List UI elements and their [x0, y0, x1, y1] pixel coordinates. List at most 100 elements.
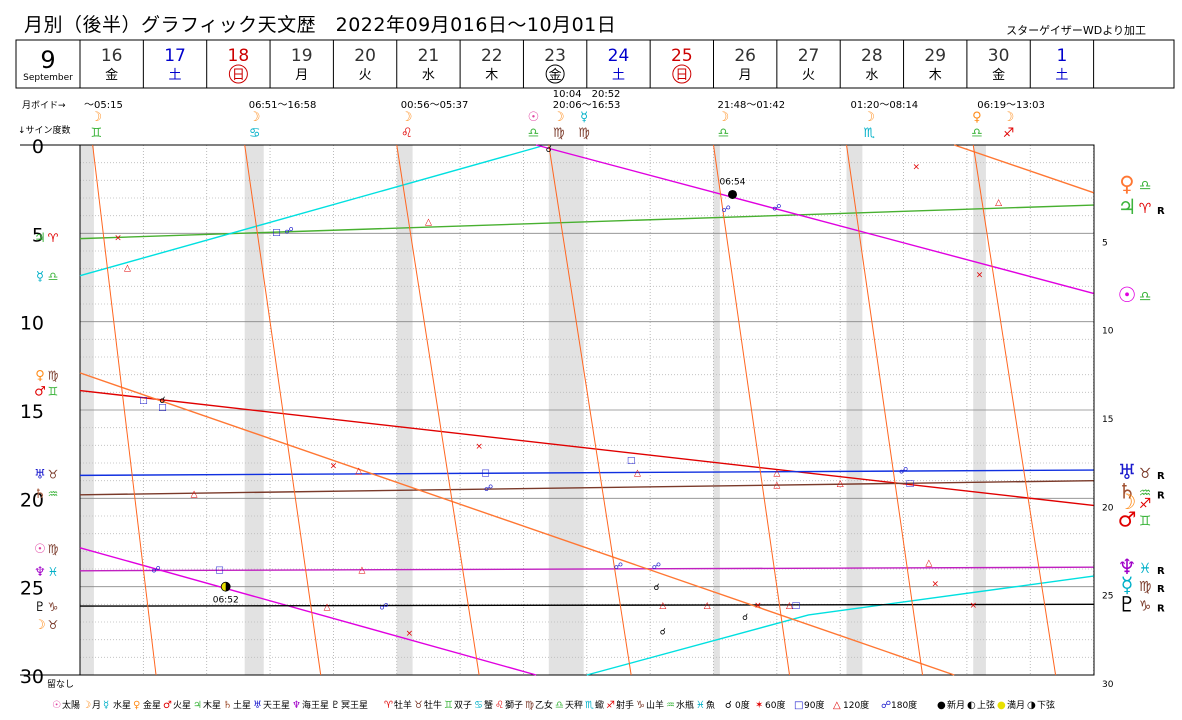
day-date: 29: [924, 46, 946, 66]
aspect-sextile: ×: [969, 601, 977, 611]
ingress-planet: ☽: [553, 110, 565, 125]
jupiter-line: [79, 204, 1094, 240]
legend-label: 木星: [203, 699, 221, 711]
right-planet-marker: ☉: [1118, 283, 1137, 307]
aspect-conjunction: ☌: [742, 613, 748, 623]
void-row-label: 月ボイド→: [22, 100, 66, 111]
aspect-sextile: ×: [912, 163, 920, 173]
y-tick-label-left: 0: [32, 136, 44, 158]
ingress-planet: ☉: [528, 110, 540, 125]
legend-label: 太陽: [62, 699, 80, 711]
legend-label: 180度: [891, 699, 917, 711]
legend-glyph: ♋: [474, 700, 483, 711]
day-date: 20: [354, 46, 376, 66]
right-planet-marker: ♆: [1118, 555, 1137, 579]
aspect-sextile: ×: [976, 270, 984, 280]
aspect-trine: △: [191, 490, 198, 500]
void-time: ～05:15: [84, 100, 123, 111]
legend-label: 魚: [706, 699, 715, 711]
holiday-circle: [228, 64, 248, 84]
aspect-square: □: [906, 479, 915, 489]
legend-label: 新月: [947, 699, 965, 711]
retrograde-mark: R: [1157, 566, 1165, 577]
aspect-opposition: ☍: [151, 566, 160, 576]
legend-label: 蟹: [484, 699, 493, 711]
pluto-line: [79, 603, 1094, 607]
legend-label: 射手: [616, 699, 634, 711]
left-planet-marker: ♅: [34, 468, 46, 483]
y-tick-label-right: 10: [1102, 327, 1114, 337]
y-tick-label-left: 10: [20, 313, 44, 335]
aspect-conjunction: ☌: [653, 583, 659, 593]
retrograde-mark: R: [1157, 603, 1165, 614]
legend-label: 双子: [454, 700, 472, 711]
left-planet-marker: ♀: [35, 369, 45, 384]
aspect-opposition: ☍: [380, 603, 389, 613]
legend-label: 下弦: [1037, 699, 1055, 711]
day-weekday: 水: [865, 68, 878, 83]
ingress-sign: ♍: [578, 126, 590, 141]
retrograde-mark: R: [1157, 471, 1165, 482]
date-header: 9September16金17土18日19月20火21水22木23金24土25日…: [15, 39, 1175, 89]
day-date: 26: [734, 46, 756, 66]
y-tick-label-left: 5: [32, 224, 44, 246]
ingress-planet: ♀: [972, 110, 982, 125]
legend-glyph: ♇: [331, 700, 340, 711]
legend-glyph: ♑: [636, 700, 645, 711]
legend-glyph: ♂: [163, 700, 172, 711]
right-planet-marker: ♄: [1118, 479, 1137, 503]
right-planet-marker: ☽: [1118, 490, 1137, 514]
right-sign-marker: ♍: [1139, 579, 1152, 595]
legend-glyph: ♏: [585, 700, 594, 711]
void-time: 06:51～16:58: [249, 100, 317, 111]
aspect-square: □: [481, 468, 490, 478]
ingress-sign: ♎: [718, 126, 730, 141]
day-date: 1: [1057, 46, 1068, 66]
legend-glyph: ♃: [193, 700, 202, 711]
venus-line: [954, 144, 1094, 194]
legend-glyph: ♊: [444, 700, 453, 711]
day-date: 18: [228, 46, 250, 66]
right-planet-marker: ♃: [1118, 195, 1137, 219]
legend-glyph: ☍: [881, 700, 891, 711]
mercury-line: [79, 145, 543, 277]
y-tick-label-right: 5: [1102, 238, 1108, 248]
right-sign-marker: ♑: [1139, 598, 1152, 614]
last-quarter-time: 06:52: [213, 596, 239, 606]
void-time: 20:06～16:53: [553, 100, 621, 111]
y-tick-label-left: 15: [20, 401, 44, 423]
ingress-sign: ♏: [863, 126, 875, 141]
ingress-sign: ♊: [91, 126, 103, 141]
legend-label: 満月: [1007, 700, 1025, 711]
sign-row-label: ↓サイン度数: [18, 124, 71, 136]
legend-glyph: ●: [937, 700, 946, 711]
legend-glyph: ♄: [223, 700, 232, 711]
header-frame: [15, 39, 1175, 89]
ingress-sign: ♐: [1003, 126, 1015, 141]
aspect-trine: △: [425, 217, 432, 227]
aspect-conjunction: ☌: [660, 627, 666, 637]
y-tick-label-right: 20: [1102, 503, 1114, 513]
legend-label: 冥王星: [341, 700, 368, 711]
day-weekday: 月: [295, 68, 308, 83]
aspect-trine: △: [786, 601, 793, 611]
left-planet-marker: ♂: [34, 385, 46, 400]
day-weekday: 土: [1055, 68, 1068, 83]
right-sign-marker: ♉: [1139, 466, 1152, 482]
neptune-line: [79, 566, 1094, 572]
left-sign-marker: ♑: [48, 600, 59, 614]
ingress-sign: ♎: [971, 126, 983, 141]
aspect-trine: △: [358, 566, 365, 576]
y-tick-label-left: 30: [20, 666, 44, 688]
legend-glyph: ♎: [555, 700, 564, 711]
y-tick-label-right: 15: [1102, 415, 1113, 425]
y-tick-label-left: 25: [20, 578, 44, 600]
stationary-label: 留なし: [47, 678, 74, 690]
legend-label: 120度: [843, 699, 869, 711]
moon-line: [244, 144, 322, 676]
aspect-square: □: [627, 456, 636, 466]
left-sign-marker: ♓: [48, 565, 59, 579]
sun-line: [535, 144, 1094, 295]
aspect-sextile: ×: [406, 629, 414, 639]
right-sign-marker: ♎: [1139, 289, 1152, 305]
